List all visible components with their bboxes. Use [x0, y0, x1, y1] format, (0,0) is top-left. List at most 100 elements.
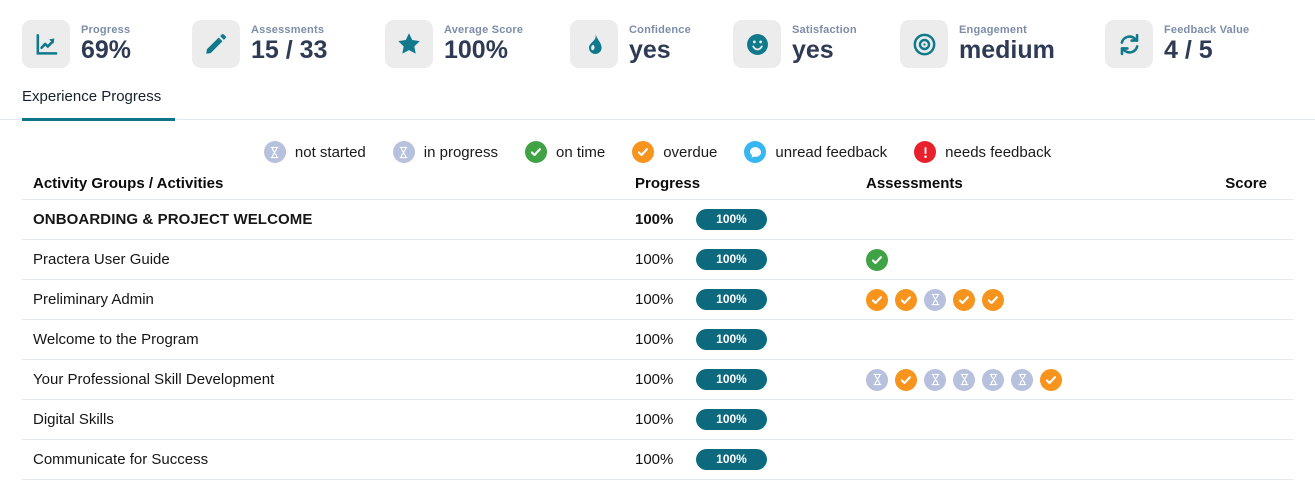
overdue-icon[interactable] — [895, 288, 917, 311]
legend-item-in-progress: in progress — [392, 141, 498, 163]
kpi-label: Satisfaction — [792, 24, 857, 37]
activity-row-your-professional-skill-development[interactable]: Your Professional Skill Development 100% 1… — [22, 360, 1293, 400]
activity-row-communicate-for-success[interactable]: Communicate for Success 100% 100% — [22, 440, 1293, 480]
needs-feedback-icon — [914, 141, 937, 163]
overdue-icon[interactable] — [953, 288, 975, 311]
kpi-label: Confidence — [629, 24, 691, 37]
table-body: ONBOARDING & PROJECT WELCOME 100% 100% Prac… — [22, 200, 1293, 480]
kpi-label: Average Score — [444, 24, 524, 37]
not-started-icon[interactable] — [982, 368, 1004, 391]
flame-icon — [570, 20, 618, 68]
activity-name: Practera User Guide — [33, 251, 170, 268]
column-header-assessments: Assessments — [866, 175, 963, 192]
kpi-text: Feedback Value 4 / 5 — [1164, 24, 1249, 64]
column-header-score: Score — [1225, 175, 1267, 192]
not-started-icon[interactable] — [924, 368, 946, 391]
overdue-icon[interactable] — [895, 368, 917, 391]
progress-percent: 100% — [635, 371, 674, 388]
legend-label: not started — [294, 143, 366, 161]
kpi-label: Progress — [81, 24, 131, 37]
activity-name: Welcome to the Program — [33, 331, 199, 348]
activity-name: Communicate for Success — [33, 451, 209, 468]
assessments-cell — [866, 368, 1208, 391]
activity-row-preliminary-admin[interactable]: Preliminary Admin 100% 100% — [22, 280, 1293, 320]
progress-cell: 100% 100% — [635, 249, 866, 270]
legend-label: in progress — [423, 143, 498, 161]
kpi-value: 4 / 5 — [1164, 36, 1213, 65]
kpi-value: medium — [959, 36, 1055, 65]
progress-percent: 100% — [635, 331, 674, 348]
kpi-text: Satisfaction yes — [792, 24, 857, 64]
column-header-progress: Progress — [635, 175, 701, 192]
assessments-cell — [866, 288, 1208, 311]
not-started-icon[interactable] — [1011, 368, 1033, 391]
not-started-icon[interactable] — [924, 288, 946, 311]
activity-name: Preliminary Admin — [33, 291, 154, 308]
activity-row-welcome-to-the-program[interactable]: Welcome to the Program 100% 100% — [22, 320, 1293, 360]
legend-item-on-time: on time — [524, 141, 606, 163]
activity-row-digital-skills[interactable]: Digital Skills 100% 100% — [22, 400, 1293, 440]
kpi-value: 100% — [444, 36, 508, 65]
on-time-icon[interactable] — [866, 248, 888, 271]
kpi-card-average-score: Average Score 100% — [385, 20, 523, 68]
kpi-value: yes — [792, 36, 834, 65]
activity-group-row-onboarding-project-welcome[interactable]: ONBOARDING & PROJECT WELCOME 100% 100% — [22, 200, 1293, 240]
progress-cell: 100% 100% — [635, 289, 866, 310]
kpi-value: yes — [629, 36, 671, 65]
kpi-card-satisfaction: Satisfaction yes — [733, 20, 857, 68]
sync-icon — [1105, 20, 1153, 68]
activity-name: Your Professional Skill Development — [33, 371, 275, 388]
status-legend: not started in progress on time overdue unre… — [0, 140, 1315, 164]
legend-label: unread feedback — [775, 143, 888, 161]
kpi-text: Engagement medium — [959, 24, 1055, 64]
activity-row-practera-user-guide[interactable]: Practera User Guide 100% 100% — [22, 240, 1293, 280]
kpi-text: Confidence yes — [629, 24, 691, 64]
progress-cell: 100% 100% — [635, 329, 866, 350]
overdue-icon[interactable] — [982, 288, 1004, 311]
kpi-card-feedback-value: Feedback Value 4 / 5 — [1105, 20, 1249, 68]
overdue-icon[interactable] — [866, 288, 888, 311]
not-started-icon[interactable] — [953, 368, 975, 391]
progress-cell: 100% 100% — [635, 369, 866, 390]
kpi-text: Assessments 15 / 33 — [251, 24, 327, 64]
legend-item-unread-feedback: unread feedback — [744, 141, 887, 163]
table-header-row: Activity Groups / Activities Progress Asse… — [22, 168, 1293, 200]
kpi-card-progress: Progress 69% — [22, 20, 131, 68]
progress-percent: 100% — [635, 251, 674, 268]
kpi-label: Assessments — [251, 24, 325, 37]
kpi-text: Average Score 100% — [444, 24, 523, 64]
activities-table: Activity Groups / Activities Progress Asse… — [22, 168, 1293, 480]
legend-item-not-started: not started — [263, 141, 366, 163]
kpi-text: Progress 69% — [81, 24, 131, 64]
progress-bar: 100% — [696, 449, 767, 470]
activity-name: Digital Skills — [33, 411, 114, 428]
tab-label: Experience Progress — [22, 88, 162, 105]
progress-bar: 100% — [696, 249, 767, 270]
not-started-icon[interactable] — [866, 368, 888, 391]
unread-feedback-icon — [744, 141, 767, 163]
legend-label: needs feedback — [945, 143, 1052, 161]
legend-item-overdue: overdue — [632, 141, 717, 163]
legend-label: on time — [555, 143, 606, 161]
kpi-label: Engagement — [959, 24, 1028, 37]
progress-bar: 100% — [696, 329, 767, 350]
progress-percent: 100% — [635, 411, 674, 428]
overdue-icon[interactable] — [1040, 368, 1062, 391]
kpi-value: 15 / 33 — [251, 36, 328, 65]
legend-label: overdue — [663, 143, 718, 161]
progress-bar: 100% — [696, 209, 767, 230]
progress-cell: 100% 100% — [635, 449, 866, 470]
progress-percent: 100% — [635, 451, 674, 468]
progress-percent: 100% — [635, 291, 674, 308]
kpi-card-engagement: Engagement medium — [900, 20, 1055, 68]
on-time-icon — [524, 141, 547, 163]
target-icon — [900, 20, 948, 68]
overdue-icon — [632, 141, 655, 163]
progress-bar: 100% — [696, 369, 767, 390]
kpi-value: 69% — [81, 36, 132, 65]
tab-experience-progress[interactable]: Experience Progress — [22, 86, 176, 121]
kpi-card-assessments: Assessments 15 / 33 — [192, 20, 327, 68]
not-started-icon — [263, 141, 286, 163]
chart-line-icon — [22, 20, 70, 68]
